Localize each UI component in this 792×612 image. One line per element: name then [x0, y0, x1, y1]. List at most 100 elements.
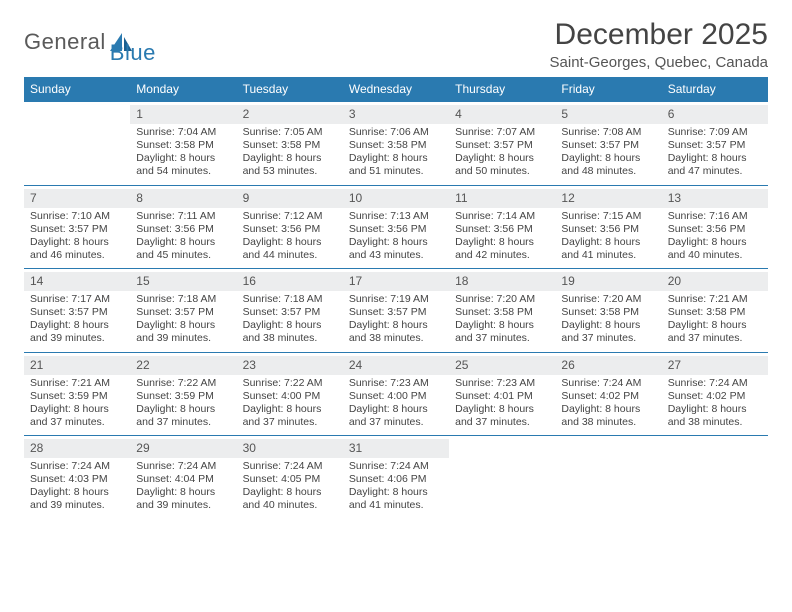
sunset-line: Sunset: 3:58 PM	[668, 306, 762, 319]
sunset-line: Sunset: 3:57 PM	[455, 139, 549, 152]
daylight-line: Daylight: 8 hours and 38 minutes.	[668, 403, 762, 429]
daylight-line: Daylight: 8 hours and 47 minutes.	[668, 152, 762, 178]
calendar-day: 12Sunrise: 7:15 AMSunset: 3:56 PMDayligh…	[555, 186, 661, 269]
sunrise-line: Sunrise: 7:24 AM	[30, 460, 124, 473]
calendar-day-empty	[555, 436, 661, 519]
calendar-day: 1Sunrise: 7:04 AMSunset: 3:58 PMDaylight…	[130, 102, 236, 185]
day-number: 29	[130, 439, 236, 458]
sunrise-line: Sunrise: 7:15 AM	[561, 210, 655, 223]
day-number: 18	[449, 272, 555, 291]
calendar-week: 14 Sunrise: 7:17 AM Sunset: 3:57 PM Dayligh…	[24, 268, 768, 352]
day-number: 6	[662, 105, 768, 124]
sunset-line: Sunset: 4:02 PM	[561, 390, 655, 403]
sunrise-line: Sunrise: 7:24 AM	[349, 460, 443, 473]
day-number: 25	[449, 356, 555, 375]
calendar-day: 21Sunrise: 7:21 AMSunset: 3:59 PMDayligh…	[24, 353, 130, 436]
sunrise-line: Sunrise: 7:07 AM	[455, 126, 549, 139]
daylight-line: Daylight: 8 hours and 42 minutes.	[455, 236, 549, 262]
daylight-line: Daylight: 8 hours and 53 minutes.	[243, 152, 337, 178]
calendar-day: 28Sunrise: 7:24 AMSunset: 4:03 PMDayligh…	[24, 436, 130, 519]
daylight-line: Daylight: 8 hours and 37 minutes.	[455, 319, 549, 345]
daylight-line: Daylight: 8 hours and 44 minutes.	[243, 236, 337, 262]
sunrise-line: Sunrise: 7:17 AM	[30, 293, 124, 306]
calendar: SundayMondayTuesdayWednesdayThursdayFrid…	[24, 77, 768, 519]
day-of-week-row: SundayMondayTuesdayWednesdayThursdayFrid…	[24, 77, 768, 101]
sunrise-line: Sunrise: 7:22 AM	[243, 377, 337, 390]
page-title: December 2025	[550, 18, 768, 52]
calendar-day: 19Sunrise: 7:20 AMSunset: 3:58 PMDayligh…	[555, 269, 661, 352]
day-number: 11	[449, 189, 555, 208]
day-number: 4	[449, 105, 555, 124]
sunrise-line: Sunrise: 7:23 AM	[349, 377, 443, 390]
sunrise-line: Sunrise: 7:18 AM	[243, 293, 337, 306]
sunrise-line: Sunrise: 7:24 AM	[668, 377, 762, 390]
daylight-line: Daylight: 8 hours and 37 minutes.	[136, 403, 230, 429]
calendar-day-empty	[449, 436, 555, 519]
sunset-line: Sunset: 4:04 PM	[136, 473, 230, 486]
dow-header: Friday	[555, 77, 661, 101]
daylight-line: Daylight: 8 hours and 37 minutes.	[455, 403, 549, 429]
calendar-day: 16Sunrise: 7:18 AMSunset: 3:57 PMDayligh…	[237, 269, 343, 352]
dow-header: Saturday	[662, 77, 768, 101]
sunset-line: Sunset: 3:57 PM	[668, 139, 762, 152]
day-number: 14	[24, 272, 130, 291]
day-number: 5	[555, 105, 661, 124]
calendar-day: 22Sunrise: 7:22 AMSunset: 3:59 PMDayligh…	[130, 353, 236, 436]
sunset-line: Sunset: 3:58 PM	[136, 139, 230, 152]
sunset-line: Sunset: 3:57 PM	[561, 139, 655, 152]
location-label: Saint-Georges, Quebec, Canada	[550, 54, 768, 71]
calendar-week: 21Sunrise: 7:21 AMSunset: 3:59 PMDayligh…	[24, 352, 768, 436]
sunrise-line: Sunrise: 7:19 AM	[349, 293, 443, 306]
day-number: 15	[130, 272, 236, 291]
daylight-line: Daylight: 8 hours and 37 minutes.	[349, 403, 443, 429]
day-number: 13	[662, 189, 768, 208]
sunset-line: Sunset: 4:06 PM	[349, 473, 443, 486]
calendar-day: 11 Sunrise: 7:14 AMSunset: 3:56 PMDayligh…	[449, 186, 555, 269]
daylight-line: Daylight: 8 hours and 38 minutes.	[243, 319, 337, 345]
sunrise-line: Sunrise: 7:20 AM	[561, 293, 655, 306]
sunrise-line: Sunrise: 7:12 AM	[243, 210, 337, 223]
sunrise-line: Sunrise: 7:24 AM	[561, 377, 655, 390]
day-number: 28	[24, 439, 130, 458]
sunset-line: Sunset: 4:05 PM	[243, 473, 337, 486]
brand-part1: General	[24, 29, 106, 55]
sunrise-line: Sunrise: 7:10 AM	[30, 210, 124, 223]
sunset-line: Sunset: 3:56 PM	[455, 223, 549, 236]
day-number: 16	[237, 272, 343, 291]
calendar-day: 30Sunrise: 7:24 AMSunset: 4:05 PMDayligh…	[237, 436, 343, 519]
daylight-line: Daylight: 8 hours and 38 minutes.	[561, 403, 655, 429]
dow-header: Thursday	[449, 77, 555, 101]
calendar-day: 8Sunrise: 7:11 AMSunset: 3:56 PMDaylight…	[130, 186, 236, 269]
sunrise-line: Sunrise: 7:24 AM	[243, 460, 337, 473]
calendar-week: 28Sunrise: 7:24 AMSunset: 4:03 PMDayligh…	[24, 435, 768, 519]
calendar-day: 3Sunrise: 7:06 AMSunset: 3:58 PMDaylight…	[343, 102, 449, 185]
calendar-day: 6Sunrise: 7:09 AMSunset: 3:57 PMDaylight…	[662, 102, 768, 185]
sunrise-line: Sunrise: 7:08 AM	[561, 126, 655, 139]
calendar-day: 27Sunrise: 7:24 AMSunset: 4:02 PMDayligh…	[662, 353, 768, 436]
sunrise-line: Sunrise: 7:18 AM	[136, 293, 230, 306]
calendar-day-empty	[24, 102, 130, 185]
weeks-container: 1Sunrise: 7:04 AMSunset: 3:58 PMDaylight…	[24, 101, 768, 519]
daylight-line: Daylight: 8 hours and 46 minutes.	[30, 236, 124, 262]
sunset-line: Sunset: 3:56 PM	[136, 223, 230, 236]
sunset-line: Sunset: 3:56 PM	[668, 223, 762, 236]
calendar-day-empty	[662, 436, 768, 519]
calendar-day: 10Sunrise: 7:13 AMSunset: 3:56 PMDayligh…	[343, 186, 449, 269]
sunset-line: Sunset: 3:56 PM	[561, 223, 655, 236]
calendar-day: 24Sunrise: 7:23 AMSunset: 4:00 PMDayligh…	[343, 353, 449, 436]
sunset-line: Sunset: 4:03 PM	[30, 473, 124, 486]
sunrise-line: Sunrise: 7:14 AM	[455, 210, 549, 223]
daylight-line: Daylight: 8 hours and 37 minutes.	[30, 403, 124, 429]
daylight-line: Daylight: 8 hours and 37 minutes.	[243, 403, 337, 429]
sunrise-line: Sunrise: 7:16 AM	[668, 210, 762, 223]
sunset-line: Sunset: 3:57 PM	[136, 306, 230, 319]
sunrise-line: Sunrise: 7:22 AM	[136, 377, 230, 390]
calendar-day: 17Sunrise: 7:19 AMSunset: 3:57 PMDayligh…	[343, 269, 449, 352]
sunrise-line: Sunrise: 7:24 AM	[136, 460, 230, 473]
sunrise-line: Sunrise: 7:04 AM	[136, 126, 230, 139]
sunset-line: Sunset: 3:59 PM	[30, 390, 124, 403]
day-number: 22	[130, 356, 236, 375]
daylight-line: Daylight: 8 hours and 41 minutes.	[349, 486, 443, 512]
day-number: 30	[237, 439, 343, 458]
calendar-day: 4Sunrise: 7:07 AMSunset: 3:57 PMDaylight…	[449, 102, 555, 185]
